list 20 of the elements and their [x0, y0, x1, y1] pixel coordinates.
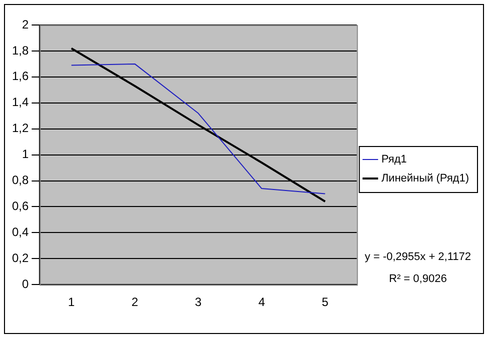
y-tick-label: 2	[22, 17, 29, 32]
y-tick-label: 0,4	[12, 224, 29, 239]
y-tick-label: 0,8	[12, 173, 29, 188]
legend-label: Ряд1	[381, 154, 407, 166]
y-tick-label: 1,2	[12, 121, 29, 136]
y-tick-label: 0	[22, 276, 29, 291]
x-tick-label: 4	[258, 295, 266, 310]
y-tick-label: 1,6	[12, 69, 29, 84]
y-tick-label: 1,4	[12, 95, 29, 110]
text: y = -0,2955x + 2,1172	[364, 251, 472, 263]
y-tick-label: 0,2	[12, 250, 29, 265]
legend-label: Линейный (Ряд1)	[381, 172, 470, 185]
y-tick-label: 1	[22, 147, 29, 162]
x-tick-label: 3	[194, 295, 202, 310]
y-tick-label: 1,8	[12, 43, 29, 58]
text: R² = 0,9026	[389, 273, 447, 285]
y-tick-label: 0,6	[12, 199, 29, 214]
x-tick-label: 2	[131, 295, 138, 310]
x-tick-label: 5	[322, 295, 329, 310]
x-tick-label: 1	[68, 295, 76, 310]
